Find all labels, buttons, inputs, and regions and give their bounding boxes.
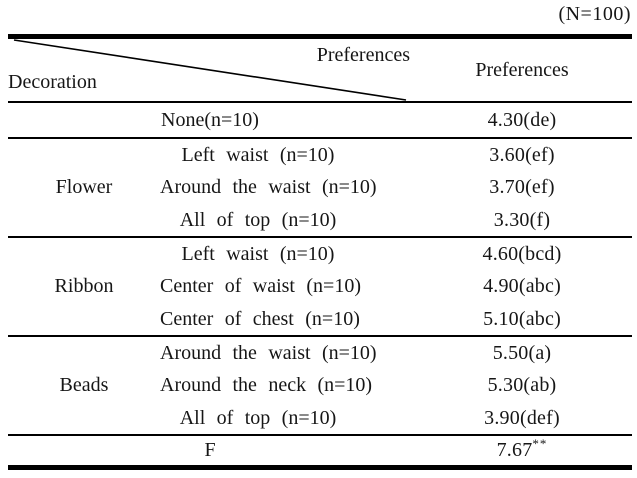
table-row: None(n=10) 4.30(de)	[8, 102, 632, 138]
group-ribbon: Ribbon Left waist (n=10) 4.60(bcd) Cente…	[8, 237, 632, 336]
group-label: Flower	[55, 176, 113, 198]
row-label: All of top (n=10)	[179, 208, 337, 231]
f-label: F	[204, 438, 216, 461]
table-row: Beads Around the waist (n=10) 5.50(a)	[8, 336, 632, 397]
row-label: Left waist (n=10)	[181, 143, 335, 166]
row-value: 3.70(ef)	[489, 176, 555, 198]
row-value: 3.60(ef)	[489, 143, 555, 166]
value-column-header: Preferences	[475, 58, 569, 81]
row-value: 5.50(a)	[492, 341, 552, 364]
table-row: Center of waist (n=10) 4.90(abc)	[8, 270, 632, 303]
table-row: Center of chest (n=10) 5.10(abc)	[8, 303, 632, 336]
row-label: Around the waist (n=10)	[160, 176, 377, 198]
table-row: Flower Left waist (n=10) 3.60(ef)	[8, 138, 632, 199]
row-label: Center of waist (n=10)	[160, 275, 361, 297]
row-value: 3.30(f)	[493, 208, 551, 231]
row-value: 5.30(ab)	[487, 374, 557, 396]
header-preferences-label: Preferences	[316, 44, 410, 66]
row-label: Around the neck (n=10)	[160, 374, 373, 396]
f-statistic-row: F 7.67**	[8, 435, 632, 467]
row-value: 5.10(abc)	[483, 307, 561, 330]
row-value: 3.90(def)	[484, 406, 560, 429]
row-value: 4.60(bcd)	[482, 242, 562, 265]
f-statistic-section: F 7.67**	[8, 435, 632, 467]
table-row: Ribbon Left waist (n=10) 4.60(bcd)	[8, 237, 632, 298]
row-label: Around the waist (n=10)	[160, 341, 377, 364]
group-none: None(n=10) 4.30(de)	[8, 102, 632, 138]
table-row: Around the waist (n=10) 3.70(ef)	[8, 171, 632, 204]
table-row: Around the neck (n=10) 5.30(ab)	[8, 369, 632, 402]
group-flower: Flower Left waist (n=10) 3.60(ef) Around…	[8, 138, 632, 237]
significance-asterisks: **	[532, 435, 548, 451]
table-row: All of top (n=10) 3.30(f)	[8, 204, 632, 237]
f-value: 7.67**	[412, 435, 632, 467]
row-label: None(n=10)	[161, 108, 259, 131]
header-decoration-label: Decoration	[8, 71, 97, 93]
group-label: Beads	[59, 374, 109, 396]
diagonal-header-cell: Preferences Decoration	[8, 37, 412, 103]
table-header: Preferences Decoration Preferences	[8, 37, 632, 103]
group-label: Ribbon	[54, 275, 114, 297]
f-value-number: 7.67	[496, 438, 533, 461]
preferences-table: Preferences Decoration Preferences None(…	[8, 34, 632, 470]
group-beads: Beads Around the waist (n=10) 5.50(a) Ar…	[8, 336, 632, 435]
diagonal-divider-line	[13, 39, 407, 101]
row-label: Left waist (n=10)	[181, 242, 335, 265]
row-value: 4.90(abc)	[483, 275, 561, 297]
sample-size-note: (N=100)	[558, 3, 631, 25]
table-row: All of top (n=10) 3.90(def)	[8, 402, 632, 435]
row-value: 4.30(de)	[487, 108, 557, 131]
row-label: All of top (n=10)	[179, 406, 337, 429]
row-label: Center of chest (n=10)	[160, 307, 360, 330]
